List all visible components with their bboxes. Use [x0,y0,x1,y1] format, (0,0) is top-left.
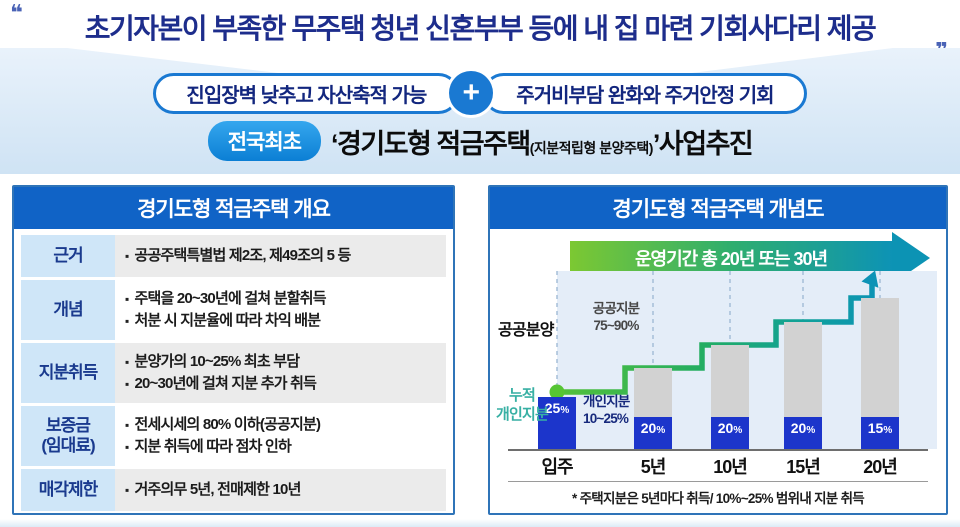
x-axis-label: 15년 [786,457,821,477]
open-quote-icon: ❝ [10,0,23,25]
bullet-item: 전세시세의 80% 이하(공공지분) [125,415,436,435]
label-public-sale: 공공분양 [498,322,554,339]
overview-title: 경기도형 적금주택 개요 [14,187,453,229]
highlight-band [0,48,960,174]
blue-bar: 20% [634,417,672,449]
label-public-share: 공공지분 75~90% [592,301,640,333]
step-line [557,283,875,395]
concept-panel: 경기도형 적금주택 개념도 운영기간 총 20년 또는 30년 [488,185,948,515]
bar-value: 15 [867,420,884,436]
concept-chart: 운영기간 총 20년 또는 30년 [490,229,946,513]
row-content: 공공주택특별법 제2조, 제49조의 5 등 [115,235,446,277]
bullet-item: 공공주택특별법 제2조, 제49조의 5 등 [125,246,436,266]
table-row: 보증금 (임대료) 전세시세의 80% 이하(공공지분) 지분 취득에 따라 점… [21,406,446,466]
headline-paren: (지분적립형 분양주택) [529,139,654,156]
headline-suffix: 사업추진 [658,128,754,159]
table-row: 지분취득 분양가의 10~25% 최초 부담 20~30년에 걸쳐 지분 추가 … [21,343,446,403]
blue-bar: 25% [538,397,576,449]
axis-baseline [508,449,928,451]
bar-value: 20 [790,420,807,436]
bullet-item: 분양가의 10~25% 최초 부담 [125,352,436,372]
overview-table: 근거 공공주택특별법 제2조, 제49조의 5 등 개념 주택을 20~30년에… [14,229,453,517]
x-axis-label: 10년 [713,457,748,477]
row-content: 전세시세의 80% 이하(공공지분) 지분 취득에 따라 점차 인하 [115,406,446,466]
table-row: 근거 공공주택특별법 제2조, 제49조의 5 등 [21,235,446,277]
benefit-pills: 진입장벽 낮추고 자산축적 가능 + 주거비부담 완화와 주거안정 기회 [0,71,960,115]
headline-close-quote: ’ [652,128,661,159]
blue-bar: 20% [711,417,749,449]
row-label: 매각제한 [21,469,115,511]
row-content: 거주의무 5년, 전매제한 10년 [115,469,446,511]
bullet-item: 20~30년에 걸쳐 지분 추가 취득 [125,374,436,394]
plus-icon: + [449,71,494,115]
bullet-item: 지분 취득에 따라 점차 인하 [125,437,436,457]
bar-value: 20 [640,420,657,436]
label-cumulative-share: 누적 개인지분 [495,387,549,423]
x-axis-label: 입주 [541,457,573,477]
footnote-divider [508,481,928,482]
step-arrow-head [861,270,879,288]
row-label: 지분취득 [21,343,115,403]
chart-footnote: * 주택지분은 5년마다 취득/ 10%~25% 범위내 지분 취득 [571,491,865,506]
concept-title: 경기도형 적금주택 개념도 [490,187,946,229]
row-label: 근거 [21,235,115,277]
bottom-strip [0,519,960,527]
bar-value: 25 [544,400,561,416]
table-row: 개념 주택을 20~30년에 걸쳐 분할취득 처분 시 지분율에 따라 차익 배… [21,280,446,340]
table-row: 매각제한 거주의무 5년, 전매제한 10년 [21,469,446,511]
blue-bar: 15% [861,417,899,449]
headline-open-quote: ‘ [331,128,339,159]
x-axis-label: 20년 [863,457,898,477]
headline-row: 전국최초 ‘ 경기도형 적금주택 (지분적립형 분양주택) ’ 사업추진 [0,121,960,161]
period-arrow-label: 운영기간 총 20년 또는 30년 [570,241,892,275]
page-title: 초기자본이 부족한 무주택 청년 신혼부부 등에 내 집 마련 기회사다리 제공 [84,13,877,44]
bullet-item: 거주의무 5년, 전매제한 10년 [125,480,436,500]
blue-bar: 20% [784,417,822,449]
benefit-pill-left: 진입장벽 낮추고 자산축적 가능 [153,72,460,114]
start-dot [549,384,565,400]
headline: ‘ 경기도형 적금주택 (지분적립형 분양주택) ’ 사업추진 [331,122,754,161]
row-label: 개념 [21,280,115,340]
row-content: 분양가의 10~25% 최초 부담 20~30년에 걸쳐 지분 추가 취득 [115,343,446,403]
benefit-pill-right: 주거비부담 완화와 주거안정 기회 [483,72,807,114]
bullet-item: 주택을 20~30년에 걸쳐 분할취득 [125,289,436,309]
bullet-item: 처분 시 지분율에 따라 차익 배분 [125,311,436,331]
first-in-nation-badge: 전국최초 [207,121,321,161]
row-content: 주택을 20~30년에 걸쳐 분할취득 처분 시 지분율에 따라 차익 배분 [115,280,446,340]
row-label: 보증금 (임대료) [21,406,115,466]
bar-value: 20 [717,420,734,436]
overview-panel: 경기도형 적금주택 개요 근거 공공주택특별법 제2조, 제49조의 5 등 개… [12,185,455,515]
x-axis-label: 5년 [640,457,667,477]
headline-main: 경기도형 적금주택 [337,128,531,159]
label-personal-share: 개인지분 10~25% [583,394,630,426]
